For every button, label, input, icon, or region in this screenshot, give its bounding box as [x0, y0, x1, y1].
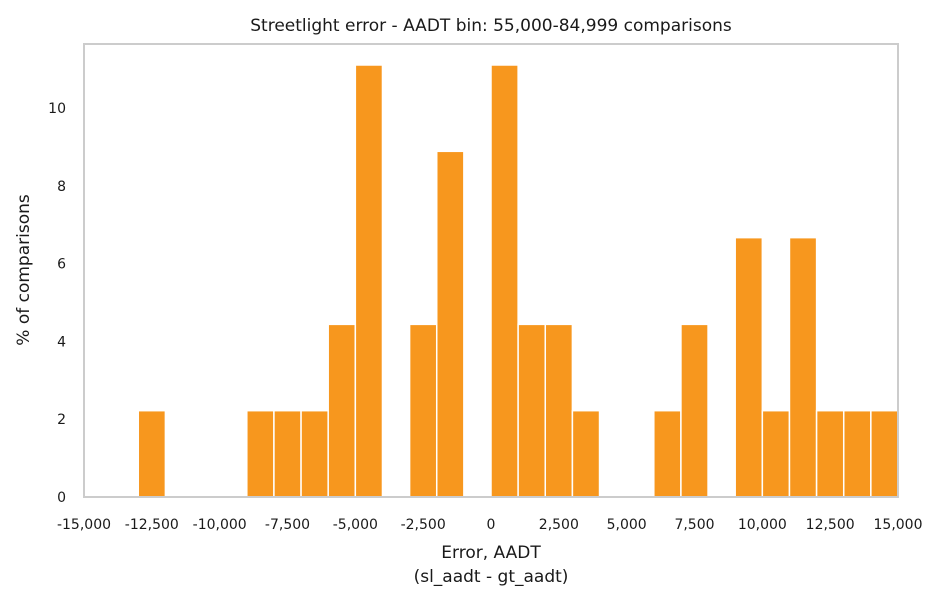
histogram-bar — [137, 409, 167, 498]
chart-title: Streetlight error - AADT bin: 55,000-84,… — [250, 16, 732, 36]
histogram-bar — [300, 409, 329, 498]
x-tick-label: -15,000 — [57, 517, 111, 533]
x-tick-label: -7,500 — [265, 517, 310, 533]
x-tick-label: -10,000 — [193, 517, 247, 533]
histogram-bar — [815, 409, 845, 498]
x-tick-label: 12,500 — [806, 517, 855, 533]
y-tick-label: 8 — [57, 179, 66, 195]
y-tick-label: 0 — [57, 490, 66, 506]
y-tick-labels: 0 2 4 6 8 10 — [48, 101, 66, 506]
histogram-bar — [273, 409, 302, 498]
x-tick-label: 5,000 — [607, 517, 647, 533]
y-tick-label: 2 — [57, 412, 66, 428]
histogram-bar — [354, 64, 384, 498]
x-tick-label: 15,000 — [874, 517, 923, 533]
x-tick-label: 7,500 — [674, 517, 714, 533]
x-tick-label: 0 — [487, 517, 496, 533]
y-axis-label: % of comparisons — [14, 194, 34, 346]
histogram-bar — [327, 323, 357, 498]
x-tick-label: -5,000 — [333, 517, 378, 533]
x-tick-label: 2,500 — [539, 517, 579, 533]
histogram-bar — [734, 236, 764, 498]
histogram-bar — [571, 409, 601, 498]
bars-group — [137, 64, 899, 498]
histogram-bar — [490, 64, 519, 498]
histogram-bar — [680, 323, 709, 498]
y-tick-label: 4 — [57, 334, 66, 350]
x-tick-label: 10,000 — [738, 517, 787, 533]
histogram-bar — [435, 150, 465, 498]
x-axis-label-formula: (sl_aadt - gt_aadt) — [414, 567, 569, 587]
x-tick-labels: -15,000 -12,500 -10,000 -7,500 -5,000 -2,500 0… — [57, 517, 923, 533]
plot-frame — [83, 43, 899, 498]
y-tick-label: 10 — [48, 101, 66, 117]
x-axis-label: Error, AADT — [441, 543, 541, 563]
histogram-bar — [517, 323, 547, 498]
histogram-bar — [246, 409, 275, 498]
x-tick-label: -2,500 — [401, 517, 446, 533]
histogram-bar — [788, 236, 818, 498]
histogram-bar — [544, 323, 574, 498]
histogram-bar — [870, 409, 899, 498]
histogram-bar — [653, 409, 682, 498]
histogram-bar — [842, 409, 872, 498]
histogram-bar — [761, 409, 791, 498]
x-tick-label: -12,500 — [125, 517, 179, 533]
histogram-bar — [408, 323, 438, 498]
y-tick-label: 6 — [57, 257, 66, 273]
